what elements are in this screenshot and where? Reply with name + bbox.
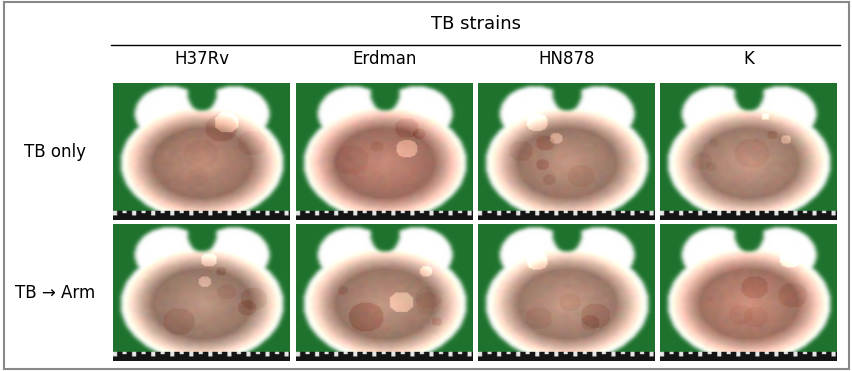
Text: Erdman: Erdman bbox=[352, 50, 416, 68]
Text: TB only: TB only bbox=[25, 143, 86, 161]
Text: H37Rv: H37Rv bbox=[175, 50, 229, 68]
Text: HN878: HN878 bbox=[538, 50, 594, 68]
Text: K: K bbox=[743, 50, 753, 68]
FancyBboxPatch shape bbox=[4, 2, 848, 369]
Text: TB strains: TB strains bbox=[430, 15, 520, 33]
Text: TB → Arm: TB → Arm bbox=[15, 284, 95, 302]
